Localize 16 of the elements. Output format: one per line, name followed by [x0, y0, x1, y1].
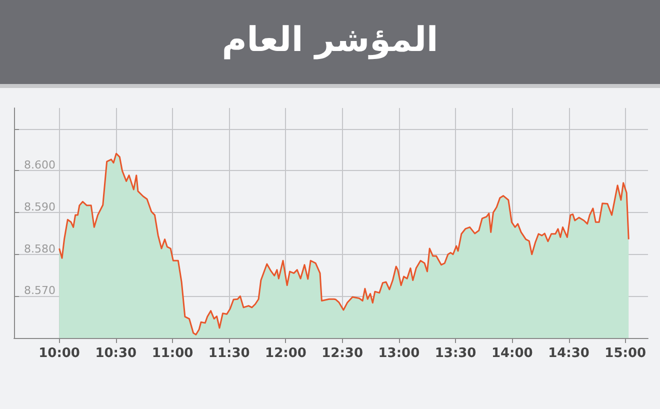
x-tick-label: 11:00 [152, 346, 194, 361]
x-tick-label: 13:00 [378, 346, 420, 361]
x-tick-label: 12:00 [265, 346, 306, 361]
x-tick-label: 10:00 [38, 346, 80, 361]
y-tick-label: 8.580 [24, 242, 56, 256]
chart-title: المؤشر العام [222, 20, 438, 60]
x-tick-label: 12:30 [322, 346, 364, 361]
y-tick-label: 8.590 [24, 200, 56, 214]
x-tick-label: 14:00 [491, 346, 533, 361]
y-tick-label: 8.570 [24, 284, 56, 298]
y-tick-label: 8.600 [24, 158, 56, 172]
x-tick-label: 14:30 [548, 346, 590, 361]
x-tick-label: 10:30 [95, 346, 137, 361]
x-tick-label: 13:30 [434, 346, 476, 361]
x-tick-label: 11:30 [208, 346, 250, 361]
x-tick-label: 15:00 [604, 346, 646, 361]
